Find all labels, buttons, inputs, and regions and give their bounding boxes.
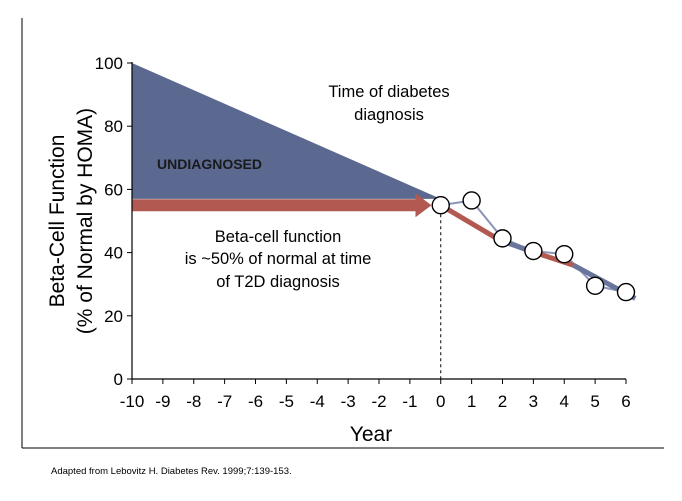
data-point xyxy=(493,229,512,248)
data-point xyxy=(585,276,605,295)
y-axis-title-line1: Beta-Cell Function xyxy=(46,135,69,308)
x-tick-label: -6 xyxy=(248,392,263,411)
x-tick-label: 0 xyxy=(436,392,445,411)
x-tick-label: -3 xyxy=(341,392,356,411)
undiagnosed-area xyxy=(132,63,441,199)
y-tick-label: 80 xyxy=(104,117,123,136)
beta-annotation-line2: is ~50% of normal at time xyxy=(185,250,372,268)
diagnosis-annotation-line1: Time of diabetes xyxy=(328,83,449,101)
y-tick-label: 0 xyxy=(114,370,123,389)
y-tick-label: 40 xyxy=(104,244,123,263)
x-tick-label: -2 xyxy=(371,392,386,411)
x-tick-label: 1 xyxy=(467,392,476,411)
beta-annotation-line1: Beta-cell function xyxy=(215,228,342,246)
y-axis-title-line2: (% of Normal by HOMA) xyxy=(74,108,97,334)
data-point xyxy=(431,195,450,215)
x-tick-label: -4 xyxy=(310,392,325,411)
data-point xyxy=(555,244,574,264)
y-tick-label: 100 xyxy=(95,54,123,73)
x-tick-label: -9 xyxy=(155,392,170,411)
x-tick-label: -8 xyxy=(186,392,201,411)
data-point xyxy=(524,241,543,261)
slide-frame xyxy=(21,18,664,449)
diagnosis-arrow xyxy=(132,193,432,218)
diagnosis-annotation-line2: diagnosis xyxy=(354,106,424,124)
beta-annotation-line3: of T2D diagnosis xyxy=(216,273,340,291)
y-tick-label: 20 xyxy=(104,307,123,326)
undiagnosed-label: UNDIAGNOSED xyxy=(157,156,262,172)
data-point xyxy=(616,282,636,302)
x-tick-label: -5 xyxy=(279,392,294,411)
data-point xyxy=(462,191,481,210)
x-tick-label: -10 xyxy=(120,392,145,411)
trend-segment-1 xyxy=(439,203,501,243)
x-tick-label: -1 xyxy=(402,392,417,411)
x-tick-label: 4 xyxy=(560,392,569,411)
x-tick-label: -7 xyxy=(217,392,232,411)
footnote: Adapted from Lebovitz H. Diabetes Rev. 1… xyxy=(51,466,292,477)
y-tick-label: 60 xyxy=(104,180,123,199)
x-axis-title: Year xyxy=(350,423,392,446)
x-tick-label: 6 xyxy=(621,392,630,411)
x-tick-label: 3 xyxy=(529,392,538,411)
x-tick-label: 2 xyxy=(498,392,507,411)
x-tick-label: 5 xyxy=(590,392,599,411)
